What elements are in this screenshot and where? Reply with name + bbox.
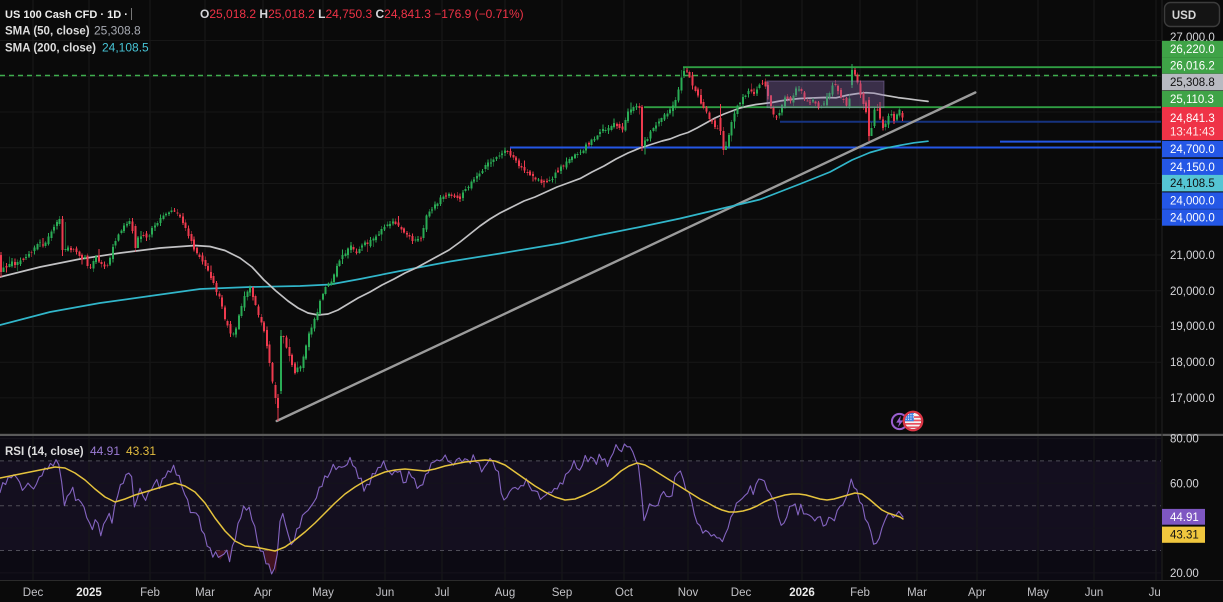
svg-text:24,108.5: 24,108.5 — [1170, 178, 1215, 190]
svg-text:SMA (50, close): SMA (50, close) — [5, 26, 90, 38]
svg-text:Dec: Dec — [23, 587, 44, 599]
svg-text:May: May — [1027, 587, 1049, 599]
svg-text:20,000.0: 20,000.0 — [1170, 286, 1215, 298]
svg-text:2025: 2025 — [76, 587, 102, 599]
svg-text:Sep: Sep — [552, 587, 572, 599]
svg-text:44.91: 44.91 — [1170, 512, 1199, 524]
svg-text:Apr: Apr — [968, 587, 986, 599]
svg-text:May: May — [312, 587, 334, 599]
svg-text:20.00: 20.00 — [1170, 568, 1199, 580]
svg-text:24,108.5: 24,108.5 — [102, 41, 149, 55]
svg-text:24,000.0: 24,000.0 — [1170, 213, 1215, 225]
svg-text:Apr: Apr — [254, 587, 272, 599]
svg-text:Mar: Mar — [195, 587, 215, 599]
svg-text:25,308.8: 25,308.8 — [1170, 77, 1215, 89]
svg-text:60.00: 60.00 — [1170, 478, 1199, 490]
svg-text:43.31: 43.31 — [1170, 530, 1199, 542]
svg-text:USD: USD — [1172, 10, 1196, 22]
svg-text:RSI (14, close): RSI (14, close) — [5, 446, 84, 458]
svg-text:Feb: Feb — [850, 587, 870, 599]
svg-text:25,308.8: 25,308.8 — [94, 24, 141, 38]
svg-text:26,220.0: 26,220.0 — [1170, 44, 1215, 56]
svg-text:Jul: Jul — [1149, 587, 1164, 599]
svg-text:24,000.0: 24,000.0 — [1170, 196, 1215, 208]
svg-text:24,841.3: 24,841.3 — [1170, 113, 1215, 125]
svg-text:SMA (200, close): SMA (200, close) — [5, 43, 96, 55]
svg-text:Feb: Feb — [140, 587, 160, 599]
svg-text:Nov: Nov — [678, 587, 699, 599]
svg-text:Jun: Jun — [376, 587, 395, 599]
svg-text:44.91: 44.91 — [90, 444, 120, 458]
svg-text:Jun: Jun — [1085, 587, 1104, 599]
svg-text:Dec: Dec — [731, 587, 752, 599]
svg-text:21,000.0: 21,000.0 — [1170, 250, 1215, 262]
svg-text:43.31: 43.31 — [126, 444, 156, 458]
svg-text:24,150.0: 24,150.0 — [1170, 162, 1215, 174]
svg-text:19,000.0: 19,000.0 — [1170, 321, 1215, 333]
svg-text:25,110.3: 25,110.3 — [1170, 94, 1214, 106]
svg-text:18,000.0: 18,000.0 — [1170, 357, 1215, 369]
svg-text:US 100 Cash CFD · 1D ·: US 100 Cash CFD · 1D · — [5, 9, 128, 21]
svg-text:Aug: Aug — [495, 587, 515, 599]
svg-text:17,000.0: 17,000.0 — [1170, 393, 1215, 405]
svg-text:Oct: Oct — [615, 587, 634, 599]
svg-text:Jul: Jul — [435, 587, 450, 599]
svg-text:O25,018.2 H25,018.2 L24,750.3: O25,018.2 H25,018.2 L24,750.3 C24,841.3 … — [200, 7, 524, 21]
svg-text:Mar: Mar — [907, 587, 927, 599]
svg-text:26,016.2: 26,016.2 — [1170, 61, 1215, 73]
svg-text:80.00: 80.00 — [1170, 434, 1199, 446]
svg-text:24,700.0: 24,700.0 — [1170, 144, 1215, 156]
svg-text:13:41:43: 13:41:43 — [1170, 126, 1215, 138]
svg-text:2026: 2026 — [789, 587, 815, 599]
